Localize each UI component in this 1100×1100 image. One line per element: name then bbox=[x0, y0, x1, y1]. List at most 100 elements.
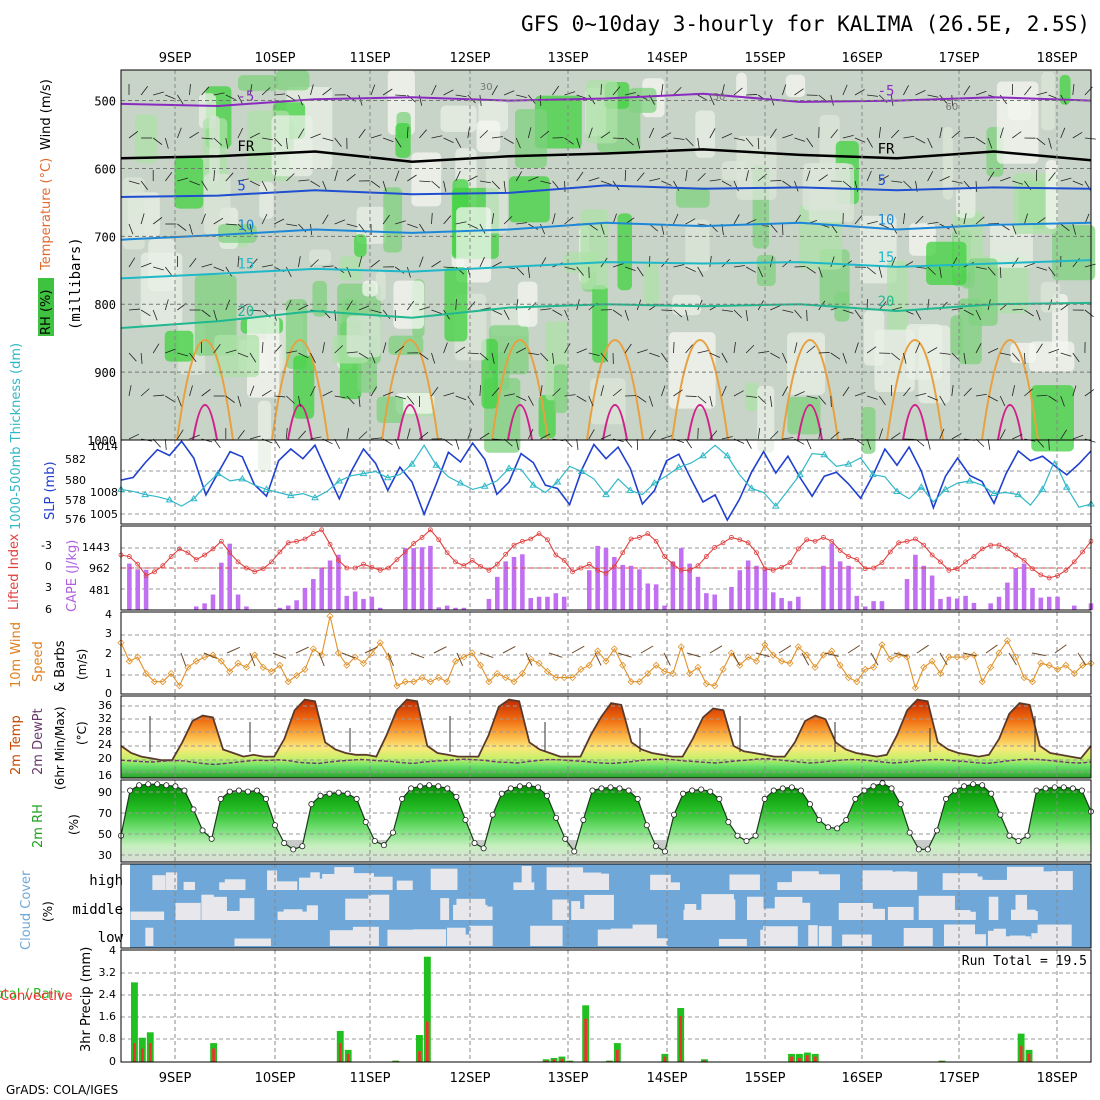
rh-marker bbox=[507, 785, 514, 792]
temp-axis-label-1: 2m Temp bbox=[9, 715, 24, 775]
lifted-index-marker bbox=[687, 567, 693, 573]
wind-barb bbox=[1060, 177, 1072, 182]
precip-convective-bar bbox=[790, 1056, 793, 1062]
cloud-clear-block bbox=[603, 935, 614, 946]
rh-marker bbox=[272, 822, 279, 829]
wind-barb bbox=[975, 266, 987, 270]
cloud-clear-block bbox=[861, 908, 885, 920]
wind-speed-marker bbox=[936, 669, 945, 678]
wind-barb bbox=[177, 94, 184, 105]
wind-barb-10m bbox=[824, 652, 839, 657]
cape-tick-label: 1443 bbox=[82, 541, 110, 554]
wind-barb bbox=[491, 352, 495, 364]
precip-convective-bar bbox=[560, 1058, 564, 1062]
rh-patch bbox=[339, 255, 363, 281]
lifted-index-marker bbox=[678, 567, 684, 573]
lifted-index-marker bbox=[402, 549, 408, 555]
wind-barb bbox=[455, 438, 460, 450]
wind-barb-10m bbox=[341, 652, 356, 659]
wind-speed-marker bbox=[861, 665, 869, 673]
wind-barb bbox=[322, 137, 334, 142]
wind-barb bbox=[564, 216, 574, 225]
wind-barb-10m bbox=[847, 644, 861, 654]
cape-bar bbox=[503, 561, 508, 610]
cape-bar bbox=[311, 579, 316, 610]
wind-barb bbox=[334, 219, 346, 225]
lifted-index-marker bbox=[218, 538, 224, 544]
wind-barb bbox=[951, 223, 957, 235]
wind-barb bbox=[782, 180, 792, 188]
cloud-clear-block bbox=[346, 873, 375, 890]
rh-marker bbox=[689, 787, 696, 794]
wind-speed-marker bbox=[309, 645, 317, 653]
lifted-index-marker bbox=[779, 564, 785, 570]
rh-marker bbox=[489, 811, 496, 818]
wind-barb bbox=[782, 223, 784, 236]
wind-speed-marker bbox=[485, 678, 493, 686]
wind-speed-marker bbox=[510, 678, 518, 686]
wind-barb bbox=[346, 351, 358, 354]
date-label-top: 9SEP bbox=[159, 51, 192, 66]
li-axis-label: Lifted Index bbox=[7, 533, 22, 610]
rh-patch bbox=[675, 187, 710, 208]
rh-marker bbox=[172, 783, 179, 790]
precip-total-bar bbox=[423, 956, 431, 1062]
lifted-index-marker bbox=[946, 567, 952, 573]
isotherm-label: FR bbox=[878, 141, 895, 157]
wind-barb bbox=[285, 299, 292, 311]
wind-barb bbox=[467, 127, 470, 139]
wind-barb bbox=[1011, 223, 1017, 235]
wind-barb bbox=[189, 385, 193, 397]
lifted-index-marker bbox=[595, 567, 601, 573]
wind-barb bbox=[540, 180, 552, 185]
wind-barb bbox=[370, 437, 382, 440]
rh-patch bbox=[802, 163, 851, 211]
wind-speed-marker bbox=[585, 661, 593, 669]
cape-bar bbox=[561, 596, 567, 610]
wind-speed-marker bbox=[451, 657, 460, 665]
rh-marker bbox=[498, 790, 505, 797]
wind-barb bbox=[249, 352, 257, 363]
wind-barb bbox=[503, 216, 513, 225]
cloud-clear-block bbox=[329, 930, 364, 946]
cloud-clear-block bbox=[310, 872, 320, 890]
rh-patch bbox=[257, 400, 272, 473]
wind-barb bbox=[721, 385, 727, 397]
cape-bar bbox=[227, 543, 232, 610]
wind-barb bbox=[854, 392, 866, 397]
wind-barb bbox=[879, 175, 889, 182]
rh-marker bbox=[698, 786, 705, 793]
cape-bar bbox=[628, 565, 634, 610]
wind-barb bbox=[685, 309, 689, 321]
rh-marker bbox=[244, 788, 251, 795]
wind-speed-marker bbox=[911, 684, 919, 692]
wind-barb bbox=[758, 351, 770, 354]
wind-barb bbox=[818, 266, 823, 278]
lifted-index-marker bbox=[804, 537, 810, 543]
thickness-marker bbox=[141, 490, 150, 498]
lifted-index-marker bbox=[260, 566, 266, 572]
isotherm-label: -5 bbox=[237, 89, 254, 105]
lifted-index-marker bbox=[1055, 573, 1060, 579]
wind-barb bbox=[975, 343, 982, 354]
wind-barb bbox=[866, 137, 873, 148]
lifted-index-marker bbox=[1013, 552, 1019, 558]
wind-barb-10m bbox=[801, 652, 810, 666]
wind-barb bbox=[491, 261, 502, 268]
wind-barb bbox=[806, 395, 818, 399]
rh-patch bbox=[134, 114, 158, 164]
wind-barb bbox=[286, 173, 295, 182]
wind-barb bbox=[455, 221, 467, 225]
wind-speed-marker bbox=[744, 653, 752, 661]
rh-patch bbox=[174, 157, 204, 209]
wind-barb bbox=[249, 258, 258, 268]
cape-bar bbox=[428, 545, 433, 610]
wind-barb bbox=[298, 395, 301, 407]
isotherm-label: 15 bbox=[878, 250, 895, 266]
rh-marker bbox=[308, 801, 315, 808]
wind-barb bbox=[225, 137, 229, 149]
wind-barb bbox=[322, 390, 333, 397]
wind-barb bbox=[1036, 137, 1046, 146]
rh-marker bbox=[417, 783, 424, 790]
pressure-tick-label: 500 bbox=[94, 95, 116, 109]
